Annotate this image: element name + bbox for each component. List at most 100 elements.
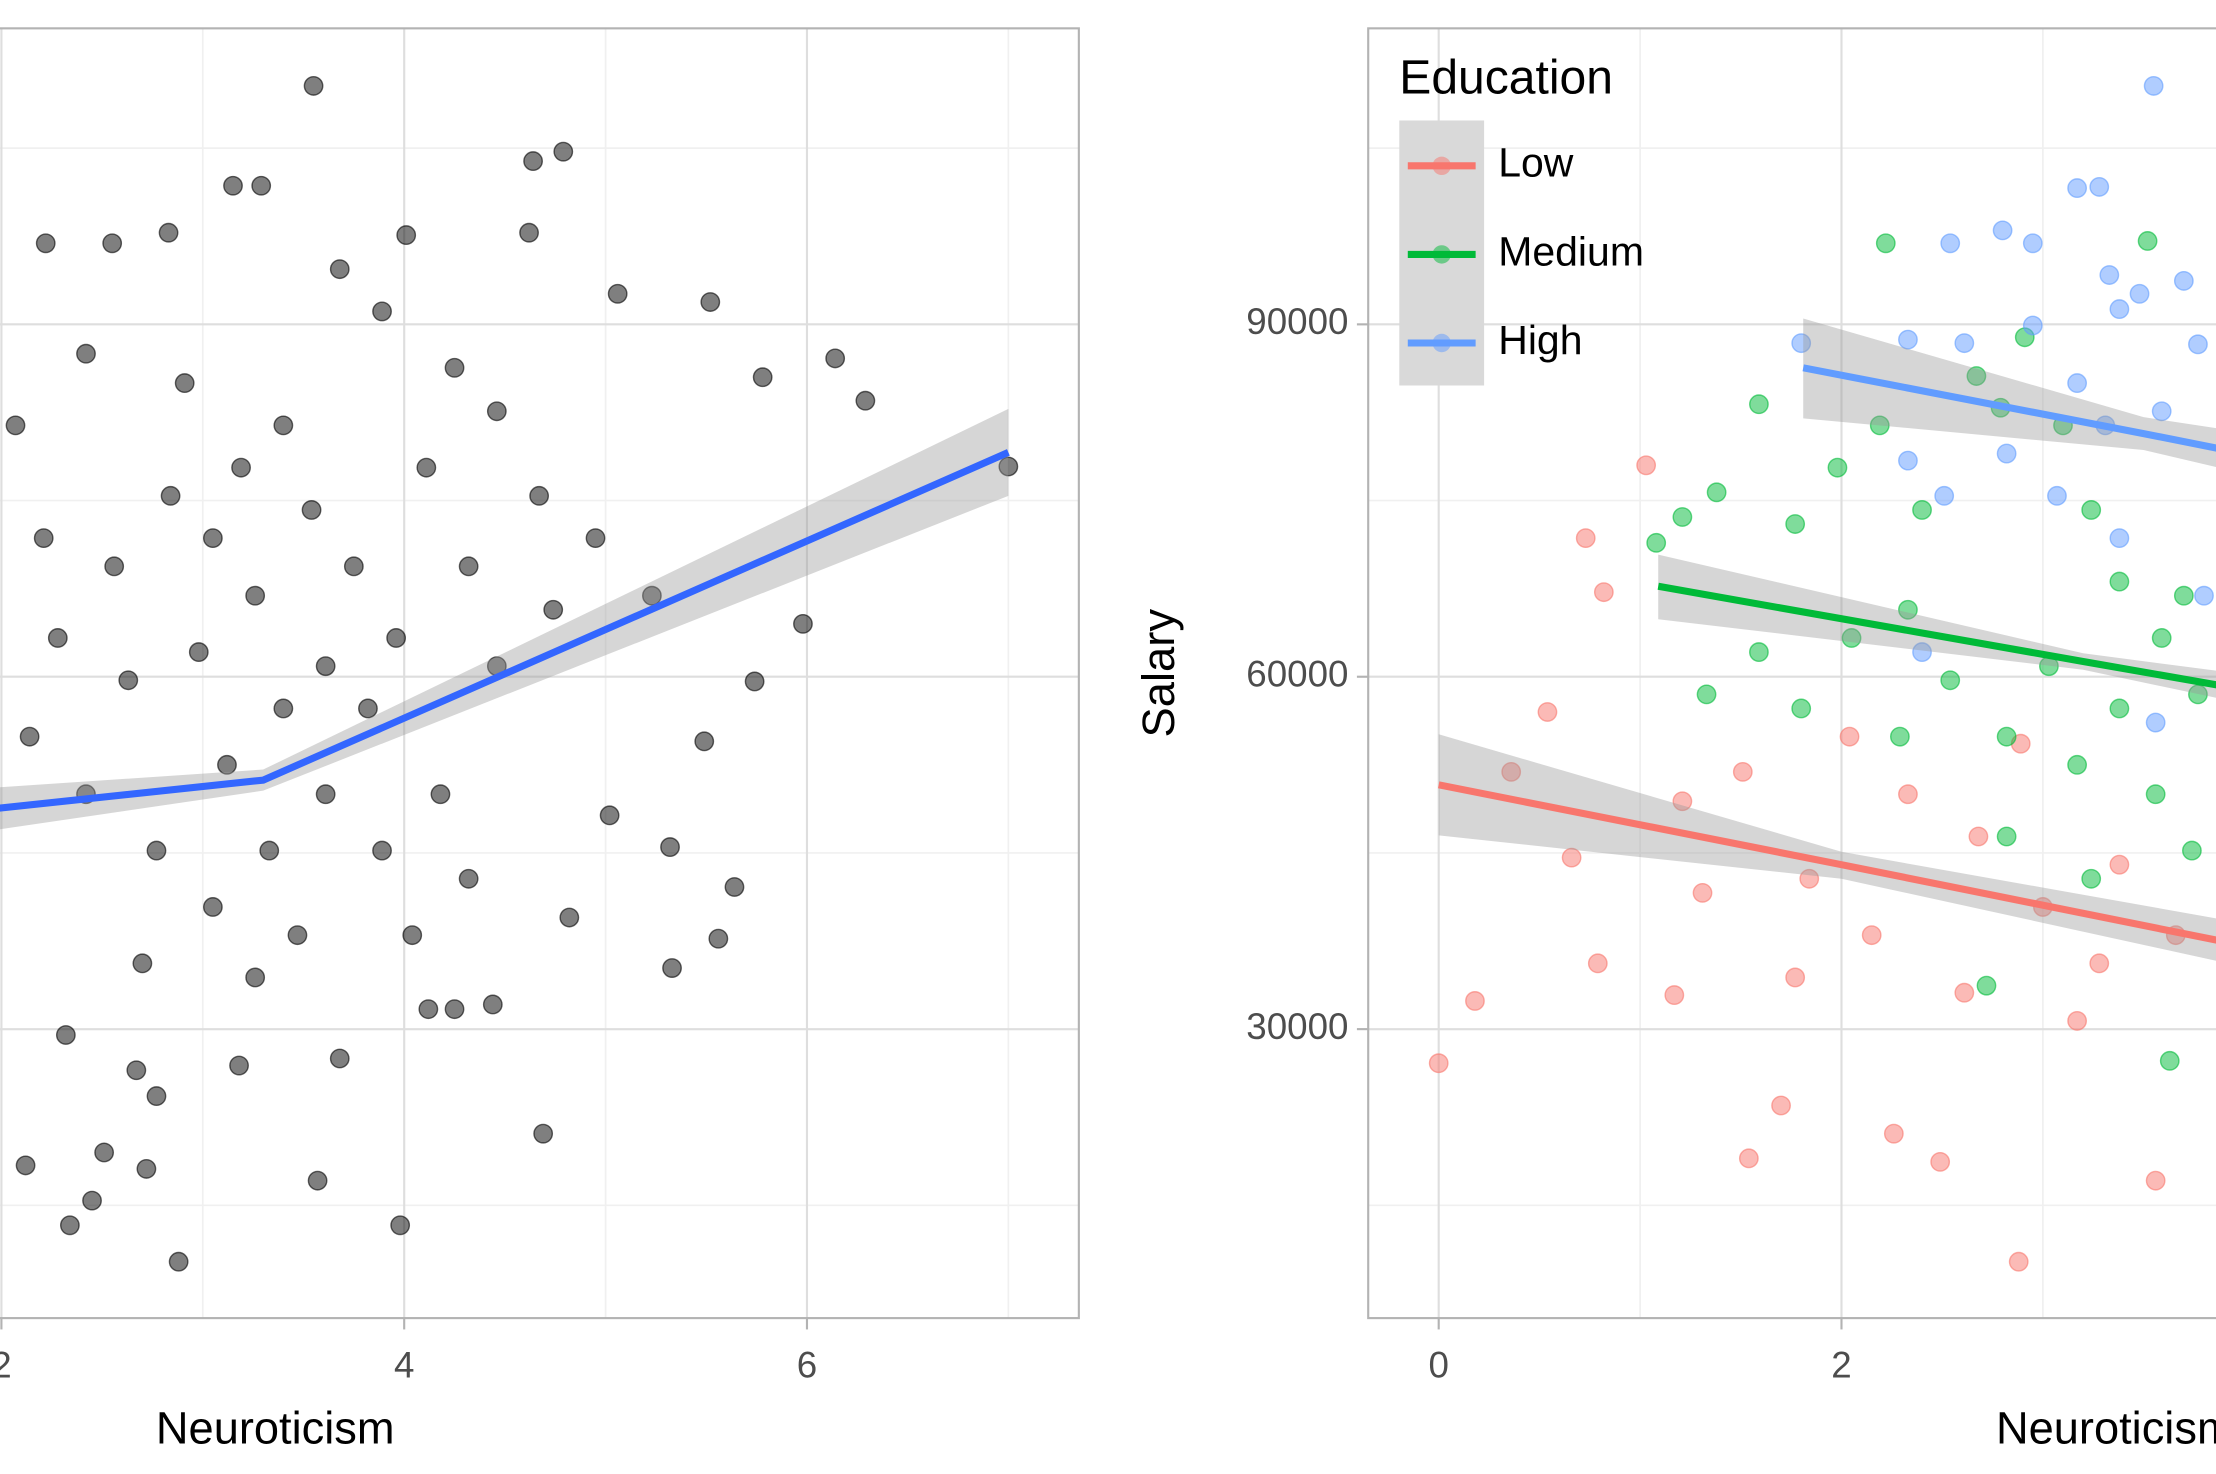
point [1664, 985, 1685, 1005]
point [390, 1215, 411, 1236]
point [223, 175, 243, 196]
legend-label: Low [1498, 140, 1574, 186]
y-tick-label: 60000 [1246, 653, 1348, 694]
point [307, 1170, 328, 1191]
point [998, 456, 1019, 477]
point [1996, 726, 2017, 747]
point [358, 698, 378, 719]
point [2173, 585, 2194, 606]
point [1749, 642, 1769, 662]
point [700, 292, 721, 312]
point [585, 528, 606, 549]
point [33, 528, 54, 549]
point [694, 731, 715, 752]
point [15, 1155, 36, 1176]
point [19, 726, 40, 747]
point [202, 528, 223, 549]
point [126, 1060, 147, 1081]
point [287, 925, 308, 946]
point [1799, 868, 1820, 889]
point [1785, 514, 1806, 534]
point [1575, 528, 1596, 549]
point [2022, 233, 2043, 254]
point [2145, 784, 2166, 805]
x-tick-label: 4 [394, 1344, 414, 1385]
legend-key-dot [1432, 333, 1451, 353]
point [160, 485, 181, 506]
legend-key-dot [1432, 245, 1451, 264]
legend: Education Low Medium High [1399, 50, 1644, 386]
point [202, 897, 223, 917]
point [2129, 283, 2150, 304]
point [1841, 628, 1862, 648]
point [402, 925, 423, 946]
point [2089, 953, 2110, 974]
point [2145, 1170, 2166, 1191]
point [136, 1158, 157, 1179]
point [158, 222, 179, 243]
fit-line [1438, 781, 2216, 944]
point [82, 1190, 102, 1211]
point [118, 670, 139, 691]
fit-line [1657, 582, 2216, 689]
point [1992, 220, 2013, 241]
point [1875, 233, 1896, 254]
point [553, 141, 574, 162]
legend-label: Medium [1498, 228, 1644, 274]
point [301, 500, 322, 520]
point [273, 698, 294, 719]
point [329, 1048, 350, 1069]
point [2047, 485, 2067, 506]
point [1692, 882, 1713, 903]
point [1976, 975, 1997, 996]
point [273, 415, 294, 436]
point [76, 343, 96, 364]
point [529, 485, 550, 506]
point [2182, 840, 2202, 861]
point [418, 999, 439, 1020]
point [1587, 953, 1608, 974]
point [2151, 401, 2172, 422]
legend-title: Education [1399, 50, 1613, 104]
point [251, 175, 272, 196]
point [2159, 1050, 2180, 1071]
point [102, 233, 123, 254]
x-tick-label: 6 [797, 1344, 817, 1385]
panel-border [1367, 27, 2216, 1320]
point [458, 556, 479, 577]
point [642, 585, 662, 606]
point [458, 868, 479, 889]
point [1537, 702, 1558, 722]
plot-area [0, 75, 1019, 1272]
point [752, 367, 773, 388]
point [1593, 582, 1614, 603]
point [1672, 791, 1693, 812]
point [2151, 628, 2172, 648]
point [1839, 726, 1860, 747]
point [662, 958, 682, 978]
point [1861, 925, 1882, 946]
point [2194, 585, 2214, 606]
point [1706, 482, 1727, 503]
point [259, 840, 280, 861]
point [2022, 315, 2043, 336]
point [168, 1251, 189, 1272]
fit-line [1802, 364, 2216, 452]
point [2067, 754, 2088, 775]
point [386, 628, 407, 648]
point [660, 837, 680, 857]
point [444, 999, 465, 1020]
point [599, 805, 620, 826]
point [2099, 265, 2120, 285]
point [2081, 868, 2102, 889]
point [855, 390, 876, 411]
fit-line [0, 449, 1010, 812]
point [607, 283, 628, 304]
plot-area [1428, 75, 2216, 1272]
point [1954, 982, 1975, 1003]
point [486, 401, 507, 422]
point [47, 628, 68, 648]
point [559, 907, 580, 928]
